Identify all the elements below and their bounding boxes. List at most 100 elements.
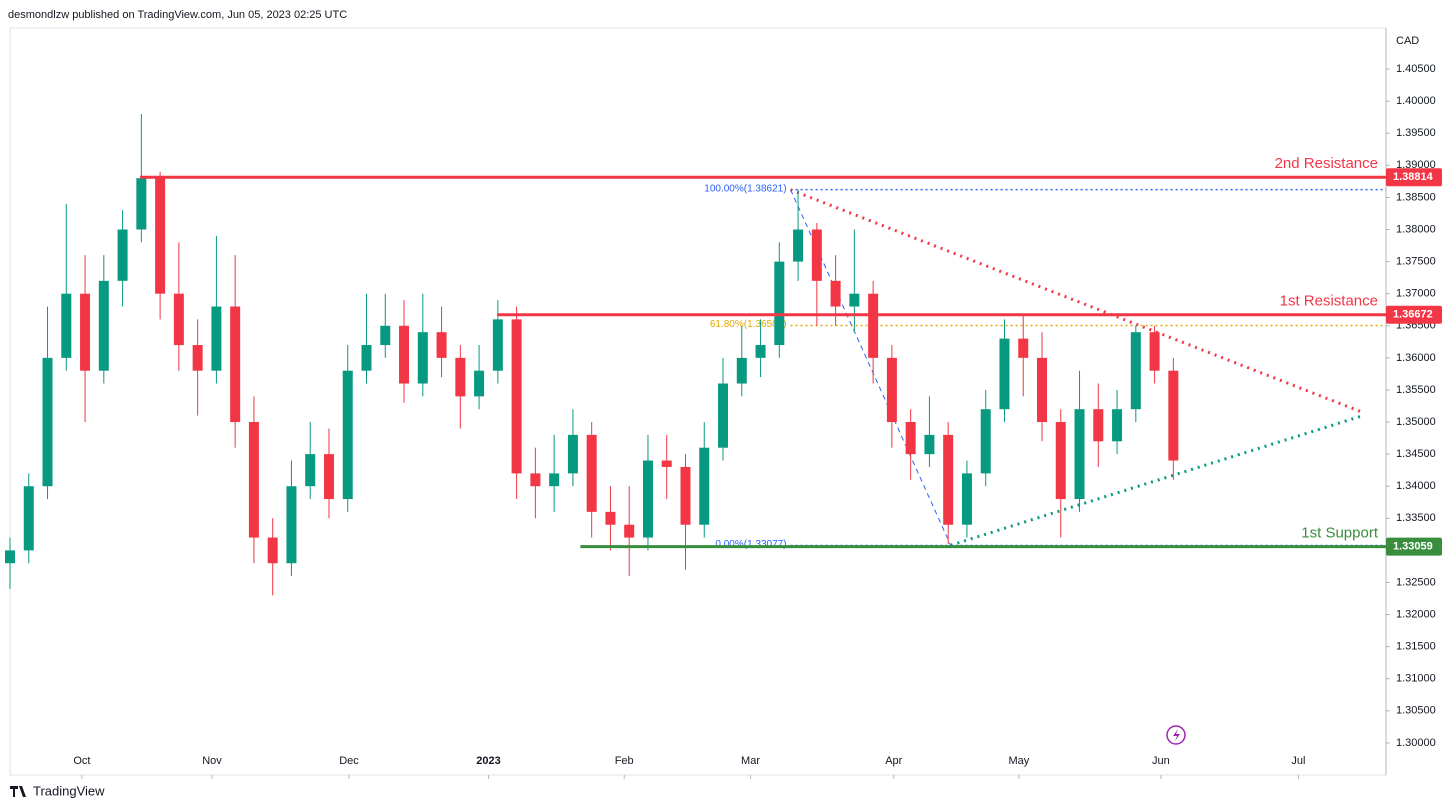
price-badge-label: 1.36672 — [1393, 309, 1433, 321]
candle-body — [605, 511, 616, 525]
candle-body — [718, 383, 729, 448]
candle-body — [1112, 409, 1123, 442]
y-tick-label: 1.30500 — [1396, 705, 1436, 717]
candle-body — [755, 345, 766, 358]
icon-circle[interactable] — [1166, 725, 1186, 745]
y-tick-label: 1.36000 — [1396, 352, 1436, 364]
candle-body — [680, 466, 691, 525]
icon-bolt — [1173, 729, 1180, 741]
candle-body — [267, 537, 278, 564]
y-tick-label: 1.37500 — [1396, 256, 1436, 268]
candle-body — [80, 293, 91, 371]
level-label: 1st Resistance — [1280, 293, 1378, 310]
candle-body — [774, 261, 785, 346]
candle-body — [192, 345, 203, 371]
candle-body — [173, 293, 184, 346]
candle-body — [399, 325, 410, 384]
y-tick-label: 1.32500 — [1396, 576, 1436, 588]
x-tick-label: Apr — [885, 755, 902, 767]
candle-body — [905, 422, 916, 455]
candle-body — [1018, 338, 1029, 358]
candle-body — [1168, 370, 1179, 461]
candle-body — [661, 460, 672, 467]
candle-body — [286, 486, 297, 564]
x-tick-label: Oct — [73, 755, 90, 767]
candle-body — [736, 357, 747, 384]
x-tick-label: Jul — [1291, 755, 1305, 767]
x-tick-label: Jun — [1152, 755, 1170, 767]
y-tick-label: 1.35000 — [1396, 416, 1436, 428]
candle-body — [492, 319, 503, 371]
fib-label: 61.80%(1.36505) — [710, 319, 787, 330]
candle-body — [230, 306, 241, 423]
fib-label: 100.00%(1.38621) — [704, 183, 786, 194]
candle-body — [567, 434, 578, 474]
candle-body — [642, 460, 653, 538]
candle-body — [830, 280, 841, 307]
candle-body — [474, 370, 485, 397]
fib-label: 0.00%(1.33077) — [715, 539, 786, 550]
candle-body — [811, 229, 822, 281]
candle-body — [980, 409, 991, 474]
y-tick-label: 1.40500 — [1396, 63, 1436, 75]
price-badge-label: 1.33059 — [1393, 541, 1433, 553]
candle-body — [1149, 332, 1160, 371]
header: desmondlzw published on TradingView.com,… — [8, 9, 347, 21]
currency: CAD — [1396, 35, 1419, 47]
y-tick-label: 1.34500 — [1396, 448, 1436, 460]
trendline — [790, 188, 1364, 414]
y-tick-label: 1.31000 — [1396, 673, 1436, 685]
candle-body — [924, 434, 935, 455]
candle-body — [793, 229, 804, 262]
price-badge-label: 1.38814 — [1393, 171, 1434, 183]
candle-body — [943, 434, 954, 525]
logo-mark — [10, 786, 26, 797]
level-label: 1st Support — [1301, 525, 1379, 542]
candle-body — [136, 178, 147, 230]
level-label: 2nd Resistance — [1275, 155, 1378, 172]
y-tick-label: 1.31500 — [1396, 641, 1436, 653]
x-tick-label: Mar — [741, 755, 760, 767]
y-tick-label: 1.33500 — [1396, 512, 1436, 524]
price-badge — [1386, 537, 1442, 556]
candle-body — [342, 370, 353, 500]
candle-body — [98, 280, 109, 371]
x-tick-label: May — [1008, 755, 1029, 767]
candle-body — [1093, 409, 1104, 442]
candle-body — [699, 447, 710, 525]
candle-body — [211, 306, 222, 371]
candle-body — [436, 332, 447, 358]
candle-body — [849, 293, 860, 307]
candle-body — [361, 345, 372, 371]
x-tick-label: Nov — [202, 755, 222, 767]
price-badge — [1386, 305, 1442, 324]
candle-body — [42, 357, 53, 487]
candle-body — [155, 178, 166, 294]
y-tick-label: 1.38000 — [1396, 223, 1436, 235]
candle-body — [1074, 409, 1085, 500]
y-tick-label: 1.39000 — [1396, 159, 1436, 171]
candle-body — [1037, 357, 1047, 423]
y-tick-label: 1.39500 — [1396, 127, 1436, 139]
candle-body — [624, 524, 635, 538]
y-tick-label: 1.30000 — [1396, 737, 1436, 749]
candle-body — [117, 229, 128, 281]
candle-body — [1055, 422, 1066, 500]
candle-body — [323, 454, 334, 500]
candle-body — [5, 550, 15, 564]
y-tick-label: 1.38500 — [1396, 191, 1436, 203]
y-tick-label: 1.32000 — [1396, 608, 1436, 620]
candle-body — [380, 325, 391, 346]
x-tick-label: Feb — [615, 755, 634, 767]
x-tick-label: 2023 — [476, 755, 500, 767]
candle-body — [549, 473, 560, 487]
y-tick-label: 1.37000 — [1396, 288, 1436, 300]
candle-body — [305, 454, 316, 487]
candle-body — [530, 473, 541, 487]
price-badge — [1386, 168, 1442, 187]
candle-body — [23, 486, 34, 551]
y-tick-label: 1.34000 — [1396, 480, 1436, 492]
candle-body — [511, 319, 522, 474]
candle-body — [868, 293, 879, 358]
